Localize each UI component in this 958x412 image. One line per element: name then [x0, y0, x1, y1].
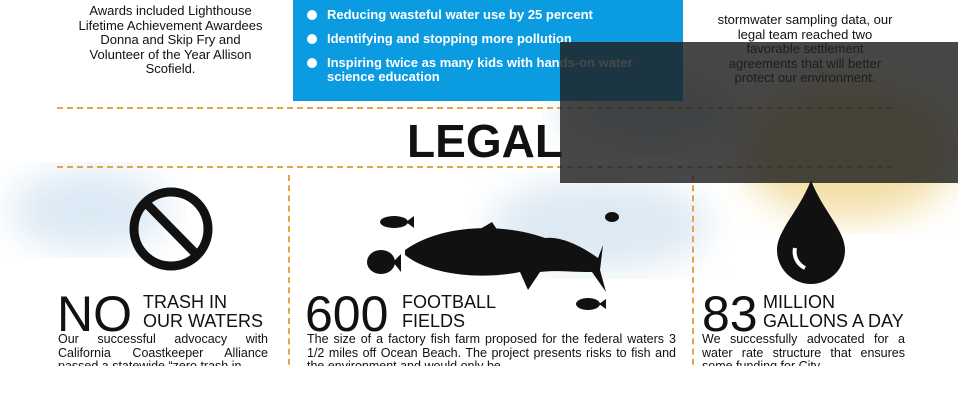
goal: Identifying and stopping more pollution [307, 32, 657, 46]
overlay [560, 42, 958, 183]
goal-list: Reducing wasteful water use by 25 percen… [307, 8, 657, 94]
goal: Inspiring twice as many kids with hands-… [307, 56, 657, 84]
stat-label: FOOTBALL [402, 292, 497, 312]
left-text: Awards included Lighthouse Lifetime Achi… [78, 3, 263, 76]
stat-label: GALLONS A DAY [763, 311, 904, 331]
stat-number: 83 [702, 286, 758, 342]
goal: Reducing wasteful water use by 25 percen… [307, 8, 657, 22]
stat-label: OUR WATERS [143, 311, 263, 331]
stat-text: Our successful advocacy with California … [58, 332, 268, 366]
divider [57, 107, 893, 109]
stat-text: We successfully advocated for a water ra… [702, 332, 905, 366]
no-icon [129, 187, 213, 271]
stat-text: The size of a factory fish farm proposed… [307, 332, 676, 366]
divider [57, 166, 893, 168]
drop-icon [777, 180, 845, 284]
infographic: Awards included Lighthouse Lifetime Achi… [10, 0, 958, 366]
divider [288, 175, 290, 366]
section-title: LEGAL [407, 115, 563, 167]
stat-label: FIELDS [402, 311, 466, 331]
stat-label: TRASH IN [143, 292, 228, 312]
icons [129, 180, 845, 310]
stat-number: NO [57, 286, 132, 342]
fish-icon [367, 212, 619, 310]
stat-number: 600 [305, 286, 389, 342]
stat-label: MILLION [763, 292, 836, 312]
divider [692, 175, 694, 366]
